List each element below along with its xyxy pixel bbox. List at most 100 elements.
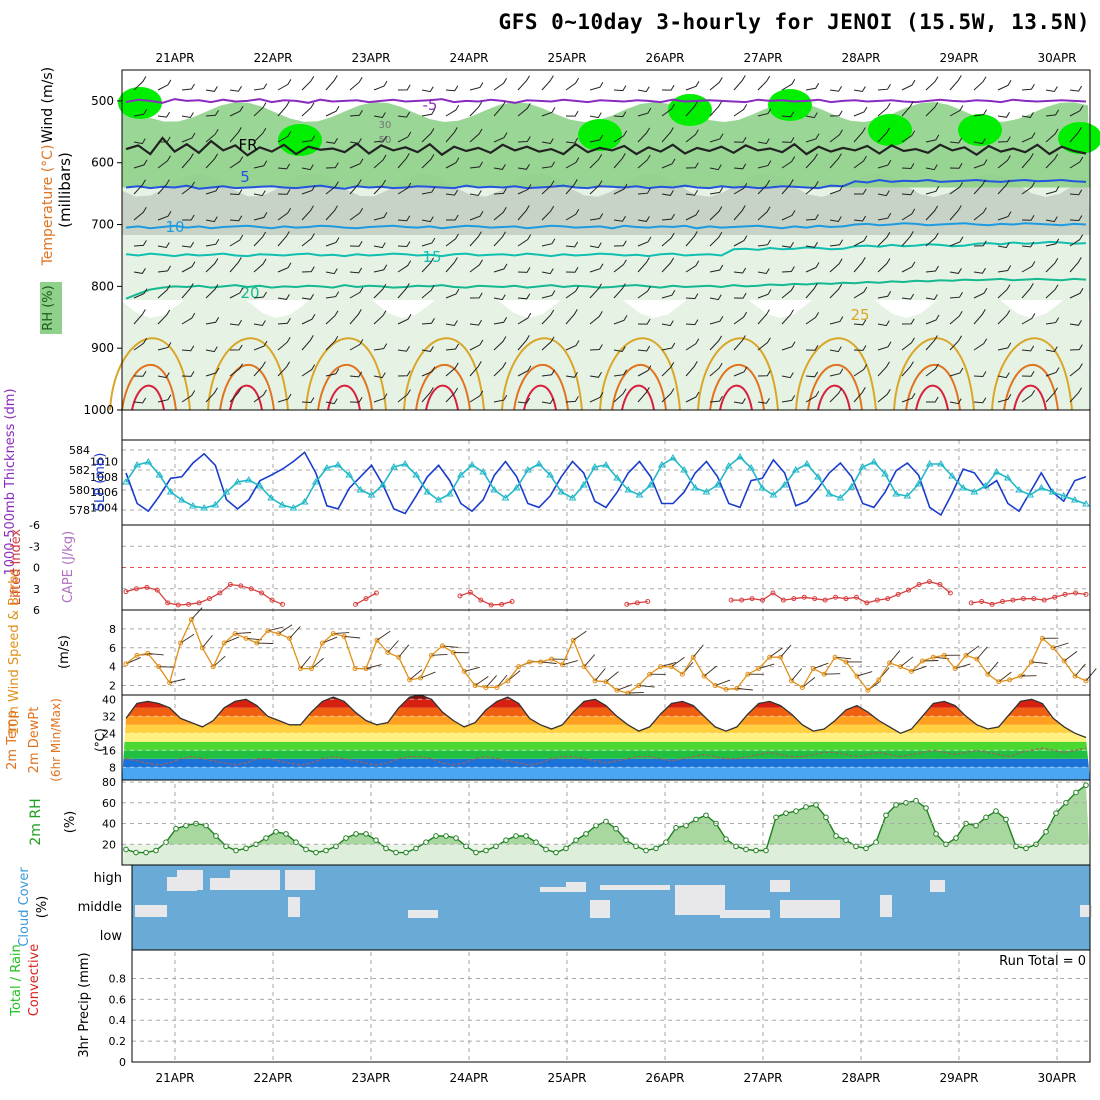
wind-barb-10m — [889, 650, 901, 664]
wind-speed-point — [287, 635, 293, 641]
wind-barb — [973, 287, 988, 299]
wind-barb — [253, 389, 267, 403]
wind-barb — [901, 208, 916, 221]
wind-speed-point — [985, 671, 991, 677]
wind-barb — [421, 154, 435, 169]
wind-barb — [301, 335, 314, 351]
wind-barb — [973, 76, 987, 91]
wind-barb — [1045, 216, 1058, 223]
rh-point — [483, 847, 489, 854]
thickness-point — [758, 484, 767, 491]
wind-barb — [781, 111, 795, 118]
wind-barb — [229, 215, 243, 222]
rh-point — [1023, 845, 1029, 852]
wind-barb — [709, 187, 724, 195]
wind-barb-10m — [769, 647, 783, 658]
wind-barb — [637, 127, 651, 143]
y-tick-label: 500 — [91, 94, 114, 108]
wind-barb — [613, 388, 627, 403]
wind-barb — [925, 363, 939, 377]
wind-barb-10m — [169, 678, 186, 684]
wind-barb — [133, 138, 146, 145]
wind-barb — [661, 342, 676, 351]
wind-barb — [829, 283, 843, 299]
rh-point — [243, 845, 249, 852]
wind-barb — [973, 109, 988, 117]
wind-barb — [781, 78, 796, 91]
thickness-point — [457, 471, 465, 478]
wind-barb — [229, 344, 243, 351]
axis-label-lifted-index: Lifted Index — [9, 528, 24, 605]
wind-barb — [853, 364, 868, 377]
lifted-tick-label: 6 — [33, 604, 40, 617]
wind-barb-10m — [813, 662, 829, 669]
wind-barb — [277, 101, 290, 117]
wind-barb — [421, 346, 434, 352]
wind-barb — [373, 393, 388, 403]
wind-barb — [661, 289, 676, 299]
wind-speed-point — [221, 640, 227, 646]
wind-barb — [1045, 257, 1059, 273]
wind-barb — [1069, 234, 1084, 247]
rh-point — [693, 816, 699, 823]
wind-barb — [853, 235, 868, 247]
rh-point — [263, 835, 269, 841]
thickness-point — [881, 470, 889, 477]
thickness-point — [244, 476, 253, 483]
lifted-index-point — [373, 590, 379, 596]
thickness-point — [803, 460, 811, 467]
wind-barb — [1021, 261, 1036, 273]
temp-band — [122, 724, 1090, 734]
wind-barb — [1069, 156, 1084, 169]
wind-barb — [493, 263, 508, 273]
wind-barb — [541, 268, 554, 275]
wind-barb — [589, 311, 603, 325]
wind-speed-point — [712, 683, 718, 689]
wind-barb — [133, 371, 147, 377]
rh-point — [273, 829, 279, 835]
thickness-point — [747, 464, 755, 471]
contour-label: 5 — [240, 168, 250, 186]
rh-point — [543, 846, 549, 853]
wind-barb — [757, 206, 771, 221]
date-label-bottom: 26APR — [645, 1071, 684, 1085]
wind-barb — [301, 397, 315, 404]
wind-barb — [181, 112, 194, 119]
thickness-point — [311, 478, 320, 485]
isotherm-line-25 — [991, 337, 1073, 411]
cloud-bar — [285, 870, 315, 890]
wind-barb — [805, 312, 820, 325]
axis-label-2m-temp: 2m Temp — [5, 710, 20, 770]
precip-panel-frame — [131, 949, 1091, 1063]
cloud-bar — [566, 882, 586, 892]
thickness-point — [378, 481, 387, 488]
wind-barb — [349, 287, 364, 299]
wind-barb — [541, 161, 556, 169]
wind-barb — [421, 109, 436, 117]
rh-point — [803, 804, 809, 810]
wind-barb — [349, 240, 363, 247]
isotherm-line-35 — [621, 384, 655, 411]
wind-barb — [373, 343, 388, 351]
wind-barb — [877, 232, 891, 247]
wind-barb — [229, 234, 244, 247]
wind-barb — [877, 341, 892, 351]
wind-speed-point — [854, 673, 860, 679]
thickness-point — [858, 463, 867, 470]
rh-point — [553, 849, 559, 856]
thickness-point — [423, 488, 432, 495]
wind-barb — [229, 319, 243, 326]
y-tick-label: 600 — [91, 156, 114, 170]
wind-barb — [565, 157, 580, 169]
isotherm-line-35 — [817, 384, 851, 411]
wind-barb — [613, 369, 628, 377]
wind-barb — [517, 267, 531, 273]
wind-barb — [1045, 367, 1060, 377]
cloud-bar — [780, 900, 840, 918]
wind-barb — [253, 361, 266, 377]
rh-point — [643, 847, 649, 854]
wind-barb — [733, 182, 748, 195]
isotherm-line-10 — [125, 222, 1087, 230]
wind-barb — [949, 75, 962, 91]
